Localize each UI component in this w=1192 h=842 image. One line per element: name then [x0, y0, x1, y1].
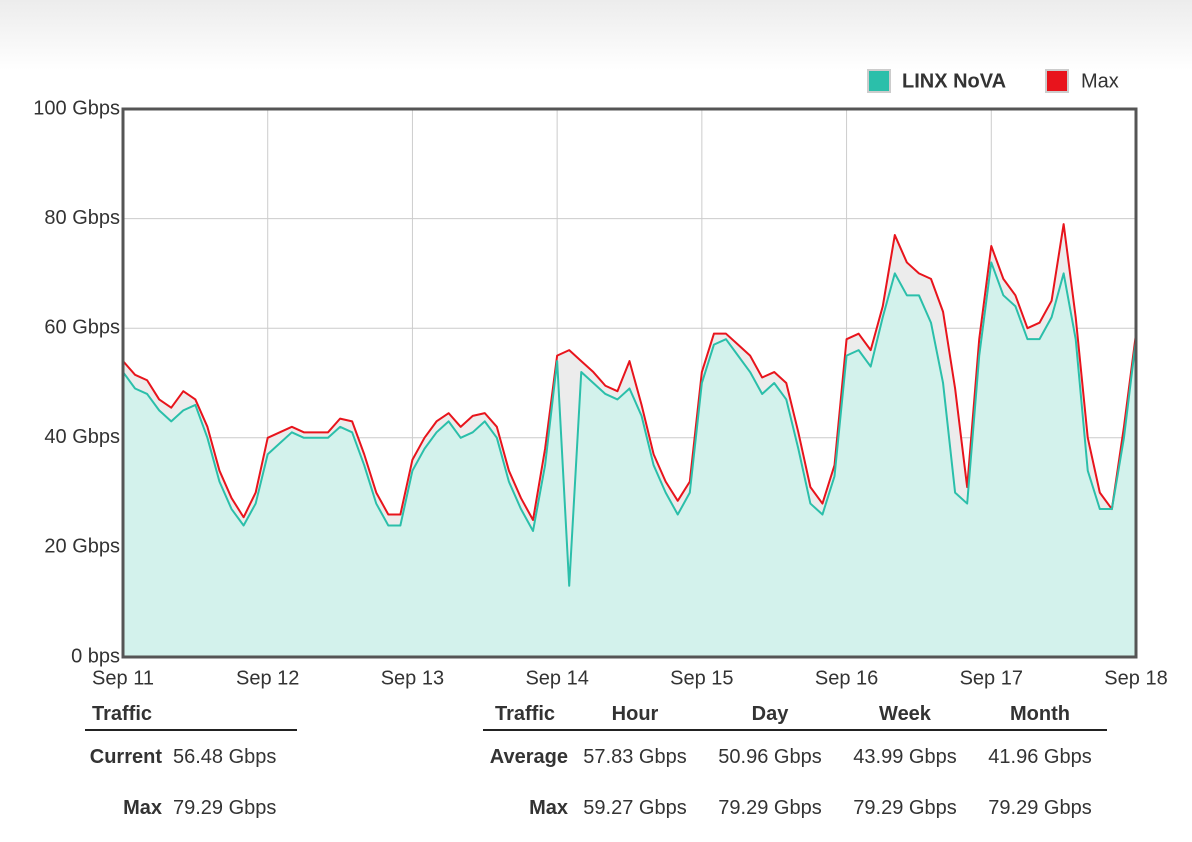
- y-tick-label: 0 bps: [71, 645, 120, 667]
- y-tick-label: 100 Gbps: [33, 97, 120, 119]
- row-label: Max: [123, 797, 162, 819]
- table-rule: [483, 729, 1107, 731]
- y-tick-label: 60 Gbps: [44, 316, 120, 338]
- legend-label: LINX NoVA: [902, 70, 1006, 92]
- y-tick-label: 20 Gbps: [44, 536, 120, 558]
- legend-swatch: [1045, 69, 1069, 93]
- table-header: Hour: [611, 703, 659, 725]
- x-tick-label: Sep 16: [815, 667, 878, 689]
- table-rule: [85, 729, 297, 731]
- x-tick-label: Sep 18: [1104, 667, 1167, 689]
- cell-value: 79.29 Gbps: [718, 797, 822, 819]
- cell-value: 50.96 Gbps: [718, 746, 822, 768]
- table-header: Week: [879, 703, 931, 725]
- cell-value: 79.29 Gbps: [173, 797, 277, 819]
- row-label: Average: [489, 746, 568, 768]
- table-header: Day: [751, 703, 789, 725]
- cell-value: 79.29 Gbps: [853, 797, 957, 819]
- table-header: Traffic: [92, 703, 153, 725]
- legend-swatch: [867, 69, 891, 93]
- legend-label: Max: [1081, 70, 1119, 92]
- row-label: Current: [89, 746, 162, 768]
- series-line: [122, 261, 1137, 587]
- table-header: Month: [1010, 703, 1070, 725]
- x-tick-label: Sep 15: [670, 667, 733, 689]
- x-tick-label: Sep 13: [381, 667, 444, 689]
- row-label: Max: [529, 797, 568, 819]
- x-tick-label: Sep 17: [960, 667, 1023, 689]
- cell-value: 59.27 Gbps: [583, 797, 687, 819]
- series-line: [122, 223, 1137, 521]
- cell-value: 43.99 Gbps: [853, 746, 957, 768]
- table-header: Traffic: [494, 703, 556, 725]
- x-tick-label: Sep 11: [92, 667, 154, 689]
- cell-value: 79.29 Gbps: [988, 797, 1092, 819]
- area-fill: [123, 262, 1136, 657]
- y-tick-label: 40 Gbps: [44, 426, 120, 448]
- cell-value: 56.48 Gbps: [173, 746, 277, 768]
- cell-value: 41.96 Gbps: [988, 746, 1092, 768]
- x-tick-label: Sep 14: [525, 667, 588, 689]
- plot-border: [121, 107, 1138, 659]
- y-tick-label: 80 Gbps: [44, 207, 120, 229]
- cell-value: 57.83 Gbps: [583, 746, 687, 768]
- x-tick-label: Sep 12: [236, 667, 299, 689]
